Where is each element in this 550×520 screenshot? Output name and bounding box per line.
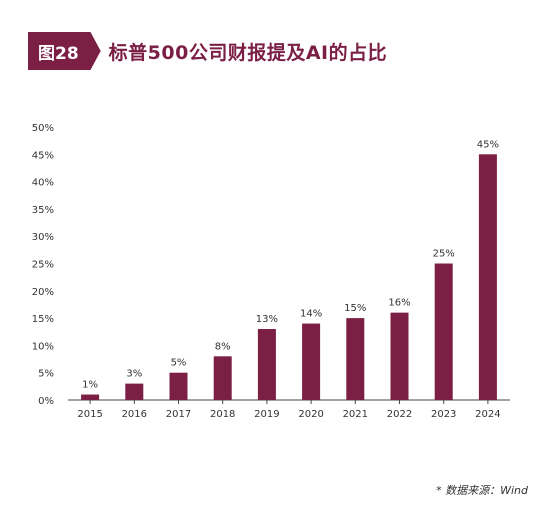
data-label: 1%	[82, 380, 98, 391]
y-tick-label: 20%	[32, 287, 54, 298]
source-note: * 数据来源：Wind	[436, 484, 528, 497]
data-label: 13%	[256, 314, 278, 325]
data-label: 5%	[171, 358, 187, 369]
y-tick-label: 30%	[32, 232, 54, 243]
data-label: 15%	[344, 303, 366, 314]
y-tick-label: 10%	[32, 341, 54, 352]
data-label: 45%	[477, 139, 499, 150]
y-tick-label: 5%	[38, 369, 54, 380]
y-tick-label: 0%	[38, 396, 54, 407]
x-tick-label: 2016	[122, 409, 147, 420]
bar	[257, 329, 276, 400]
y-tick-label: 45%	[32, 150, 54, 161]
x-tick-label: 2020	[298, 409, 323, 420]
y-tick-label: 35%	[32, 205, 54, 216]
data-label: 25%	[433, 249, 455, 260]
figure-number-tag: 图28	[28, 32, 101, 70]
bar	[478, 154, 497, 400]
bar	[346, 318, 365, 400]
data-label: 16%	[388, 298, 410, 309]
x-tick-label: 2023	[431, 409, 456, 420]
y-tick-label: 15%	[32, 314, 54, 325]
x-tick-label: 2024	[475, 409, 500, 420]
bar	[434, 263, 453, 400]
y-tick-label: 50%	[32, 123, 54, 134]
bar	[390, 312, 409, 400]
x-tick-label: 2015	[77, 409, 102, 420]
chart-title: 标普500公司财报提及AI的占比	[108, 41, 388, 64]
data-label: 14%	[300, 309, 322, 320]
bar	[169, 372, 188, 400]
bar	[125, 383, 144, 400]
x-tick-label: 2018	[210, 409, 235, 420]
y-tick-label: 25%	[32, 260, 54, 271]
x-tick-label: 2021	[343, 409, 368, 420]
bar	[302, 323, 321, 400]
y-tick-label: 40%	[32, 178, 54, 189]
bar	[81, 394, 100, 400]
x-tick-label: 2019	[254, 409, 279, 420]
x-tick-label: 2022	[387, 409, 412, 420]
x-tick-label: 2017	[166, 409, 191, 420]
data-label: 3%	[126, 369, 142, 380]
bar	[213, 356, 232, 400]
data-label: 8%	[215, 341, 231, 352]
figure-header: 图28 标普500公司财报提及AI的占比	[28, 32, 387, 70]
